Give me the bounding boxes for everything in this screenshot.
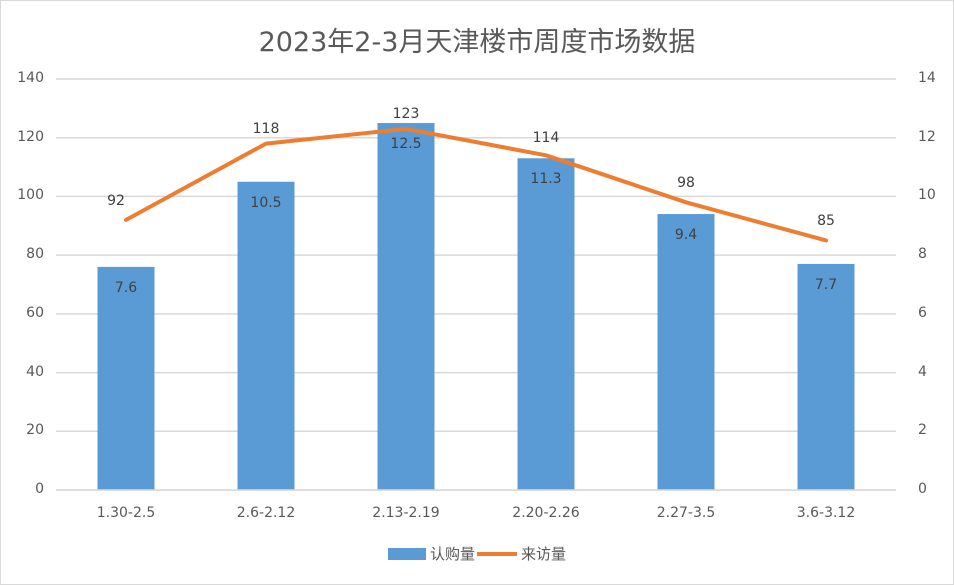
bar-value-label: 7.6 bbox=[114, 279, 138, 296]
bar-value-label: 12.5 bbox=[390, 136, 422, 153]
legend-line-swatch bbox=[477, 551, 517, 556]
x-tick-label: 3.6-3.12 bbox=[796, 505, 856, 521]
y-right-tick: 10 bbox=[918, 187, 936, 204]
y-left-tick: 120 bbox=[17, 128, 44, 145]
x-tick-label: 2.6-2.12 bbox=[236, 505, 296, 521]
legend-line-label: 来访量 bbox=[521, 545, 567, 563]
y-right-tick: 4 bbox=[918, 363, 927, 380]
y-right-tick: 0 bbox=[918, 481, 927, 497]
chart-title: 2023年2-3月天津楼市周度市场数据 bbox=[258, 27, 696, 58]
bar-value-label: 7.7 bbox=[814, 276, 838, 293]
bar bbox=[237, 181, 295, 490]
bar bbox=[517, 158, 575, 490]
y-left-tick: 80 bbox=[26, 246, 44, 263]
legend-bar-swatch bbox=[387, 547, 426, 560]
line-value-label: 92 bbox=[107, 192, 125, 209]
bar bbox=[97, 266, 155, 490]
line-value-label: 123 bbox=[392, 105, 420, 122]
y-right-tick: 2 bbox=[918, 422, 927, 439]
y-left-tick: 40 bbox=[26, 363, 44, 380]
x-tick-label: 2.27-3.5 bbox=[656, 505, 716, 521]
y-left-tick: 0 bbox=[35, 481, 44, 497]
bar-value-label: 11.3 bbox=[530, 171, 562, 188]
x-tick-label: 2.20-2.26 bbox=[512, 505, 580, 521]
y-left-tick: 100 bbox=[17, 187, 44, 204]
bar bbox=[657, 214, 715, 491]
line-value-label: 85 bbox=[817, 213, 835, 230]
y-right-tick: 14 bbox=[918, 70, 936, 86]
line-value-label: 114 bbox=[532, 130, 560, 147]
x-tick-label: 1.30-2.5 bbox=[96, 505, 156, 521]
bar-value-label: 9.4 bbox=[674, 227, 698, 244]
line-value-label: 118 bbox=[252, 120, 280, 137]
bar bbox=[797, 263, 855, 490]
y-left-tick: 60 bbox=[26, 304, 44, 321]
y-right-tick: 6 bbox=[918, 304, 927, 321]
bar-value-label: 10.5 bbox=[250, 194, 282, 211]
legend: 认购量 来访量 bbox=[0, 543, 954, 564]
y-right-tick: 8 bbox=[918, 246, 927, 263]
y-left-tick: 20 bbox=[26, 422, 44, 439]
bar bbox=[377, 123, 435, 491]
y-right-tick: 12 bbox=[918, 128, 936, 145]
line-series bbox=[124, 126, 828, 243]
x-tick-label: 2.13-2.19 bbox=[372, 505, 440, 521]
legend-bar-label: 认购量 bbox=[429, 545, 475, 563]
line-value-label: 98 bbox=[677, 175, 695, 192]
y-left-tick: 140 bbox=[17, 70, 44, 86]
